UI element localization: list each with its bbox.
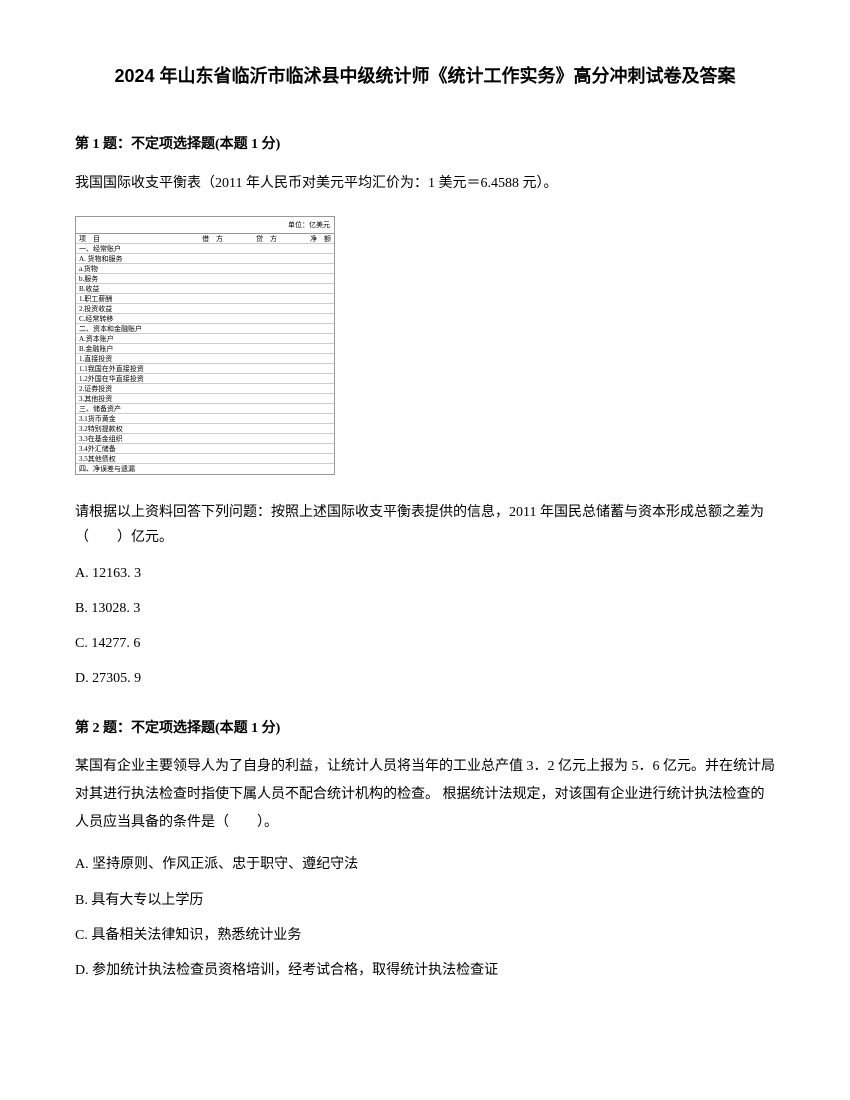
table-row: 2.投资收益 (76, 304, 334, 314)
table-row: 3.1货币黄金 (76, 414, 334, 424)
table-row: b.服务 (76, 274, 334, 284)
q2-option-a: A. 坚持原则、作风正派、忠于职守、遵纪守法 (75, 852, 775, 877)
q1-header: 第 1 题：不定项选择题(本题 1 分) (75, 132, 775, 157)
q2-header: 第 2 题：不定项选择题(本题 1 分) (75, 716, 775, 741)
q1-table: 单位：亿美元 项 目借 方贷 方净 额一、经常账户A. 货物和服务a.货物b.服… (75, 216, 335, 476)
table-row: 3.2特别提款权 (76, 424, 334, 434)
q1-option-c: C. 14277. 6 (75, 631, 775, 656)
table-row: 3.5其他债权 (76, 454, 334, 464)
table-row: 3.3在基金组织 (76, 434, 334, 444)
table-row: 2.证券投资 (76, 384, 334, 394)
table-row: 3.4外汇储备 (76, 444, 334, 454)
table-row: C.经常转移 (76, 314, 334, 324)
table-row: 1.1我国在外直接投资 (76, 364, 334, 374)
q1-intro: 我国国际收支平衡表（2011 年人民币对美元平均汇价为：1 美元＝6.4588 … (75, 170, 775, 198)
q1-option-b: B. 13028. 3 (75, 596, 775, 621)
q1-body: 请根据以上资料回答下列问题：按照上述国际收支平衡表提供的信息，2011 年国民总… (75, 500, 775, 550)
table-unit: 单位：亿美元 (76, 217, 334, 235)
table-row: a.货物 (76, 264, 334, 274)
table-row: 三、储备资产 (76, 404, 334, 414)
table-row: 1.直接投资 (76, 354, 334, 364)
q2-option-c: C. 具备相关法律知识，熟悉统计业务 (75, 923, 775, 948)
table-row: 二、资本和金融账户 (76, 324, 334, 334)
q1-option-a: A. 12163. 3 (75, 561, 775, 586)
table-row: 一、经常账户 (76, 244, 334, 254)
table-row: A.资本账户 (76, 334, 334, 344)
table-row: 1.2外国在华直接投资 (76, 374, 334, 384)
table-row: B.金融账户 (76, 344, 334, 354)
table-row: 1.职工薪酬 (76, 294, 334, 304)
table-row: B.收益 (76, 284, 334, 294)
document-title: 2024 年山东省临沂市临沭县中级统计师《统计工作实务》高分冲刺试卷及答案 (75, 60, 775, 92)
q2-option-b: B. 具有大专以上学历 (75, 888, 775, 913)
q2-body: 某国有企业主要领导人为了自身的利益，让统计人员将当年的工业总产值 3．2 亿元上… (75, 753, 775, 837)
q2-option-d: D. 参加统计执法检查员资格培训，经考试合格，取得统计执法检查证 (75, 958, 775, 983)
table-row: 3.其他投资 (76, 394, 334, 404)
table-row: A. 货物和服务 (76, 254, 334, 264)
q1-option-d: D. 27305. 9 (75, 666, 775, 691)
table-row: 项 目借 方贷 方净 额 (76, 234, 334, 244)
table-row: 四、净误差与遗漏 (76, 464, 334, 474)
